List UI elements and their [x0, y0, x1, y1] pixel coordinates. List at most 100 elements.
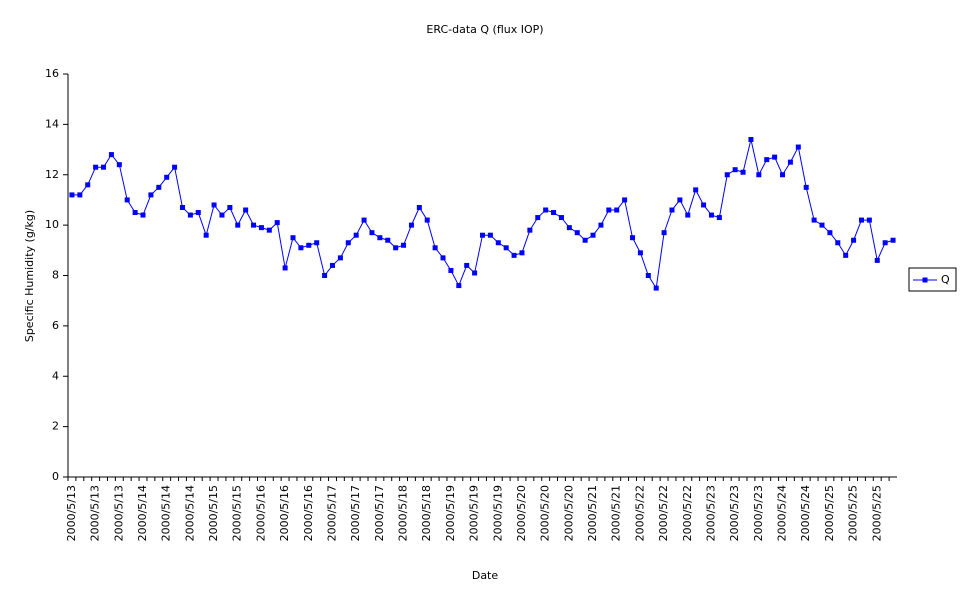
point: [258, 225, 264, 231]
point: [448, 267, 454, 273]
point: [772, 154, 778, 160]
y-tick-label: 12: [45, 168, 59, 181]
point: [274, 220, 280, 226]
point: [140, 212, 146, 218]
point: [393, 245, 399, 251]
point: [164, 174, 170, 180]
point: [732, 167, 738, 173]
point: [251, 222, 257, 228]
point: [551, 210, 557, 216]
point: [329, 262, 335, 268]
y-tick-label: 4: [52, 369, 59, 382]
x-tick-label: 2000/5/18: [420, 485, 433, 541]
point: [385, 237, 391, 243]
point: [701, 202, 707, 208]
x-tick-label: 2000/5/16: [278, 485, 291, 541]
x-tick-label: 2000/5/15: [207, 485, 220, 541]
x-tick-label: 2000/5/24: [799, 485, 812, 541]
point: [464, 262, 470, 268]
x-tick-label: 2000/5/16: [254, 485, 267, 541]
point: [858, 217, 864, 223]
point: [811, 217, 817, 223]
point: [677, 197, 683, 203]
point: [511, 252, 517, 258]
point: [819, 222, 825, 228]
point: [156, 184, 162, 190]
x-tick-label: 2000/5/22: [681, 485, 694, 541]
point: [764, 157, 770, 163]
point: [361, 217, 367, 223]
x-tick-label: 2000/5/22: [657, 485, 670, 541]
point: [69, 192, 75, 198]
point: [487, 232, 493, 238]
x-tick-label: 2000/5/19: [468, 485, 481, 541]
point: [266, 227, 272, 233]
point: [803, 184, 809, 190]
point: [795, 144, 801, 150]
point: [353, 232, 359, 238]
point: [424, 217, 430, 223]
x-tick-label: 2000/5/22: [633, 485, 646, 541]
point: [495, 240, 501, 246]
x-tick-label: 2000/5/19: [444, 485, 457, 541]
point: [77, 192, 83, 198]
point: [851, 237, 857, 243]
point: [740, 169, 746, 175]
y-tick-label: 0: [52, 470, 59, 483]
point: [124, 197, 130, 203]
point: [519, 250, 525, 256]
point: [290, 235, 296, 241]
point: [543, 207, 549, 213]
point: [314, 240, 320, 246]
point: [243, 207, 249, 213]
point: [622, 197, 628, 203]
point: [306, 242, 312, 248]
point: [661, 230, 667, 236]
point: [558, 215, 564, 221]
point: [480, 232, 485, 238]
y-tick-label: 8: [52, 269, 59, 282]
legend-label: Q: [941, 273, 950, 286]
y-tick-label: 6: [52, 319, 59, 332]
point: [235, 222, 241, 228]
point: [503, 245, 509, 251]
y-tick-label: 2: [52, 420, 59, 433]
point: [637, 250, 643, 256]
point: [195, 210, 201, 216]
point: [93, 164, 99, 170]
y-tick-label: 10: [45, 218, 59, 231]
point: [345, 240, 351, 246]
x-tick-label: 2000/5/25: [870, 485, 883, 541]
point: [756, 172, 762, 178]
point: [337, 255, 343, 261]
series-line: [71, 139, 894, 290]
point: [890, 237, 896, 243]
y-tick-label: 14: [45, 117, 59, 130]
point: [172, 164, 178, 170]
x-tick-label: 2000/5/20: [539, 485, 552, 541]
point: [574, 230, 580, 236]
point: [187, 212, 193, 218]
point: [211, 202, 217, 208]
point: [843, 252, 849, 258]
y-tick-label: 16: [45, 67, 59, 80]
x-tick-label: 2000/5/14: [136, 485, 149, 541]
point: [708, 212, 714, 218]
point: [179, 204, 185, 210]
point: [693, 187, 699, 193]
x-tick-label: 2000/5/25: [847, 485, 860, 541]
point: [614, 207, 620, 213]
point: [298, 245, 304, 251]
legend-marker: [922, 277, 928, 283]
x-tick-label: 2000/5/13: [89, 485, 102, 541]
point: [116, 162, 122, 168]
y-axis-label: Specific Humidity (g/kg): [23, 210, 36, 342]
point: [440, 255, 446, 261]
x-tick-label: 2000/5/20: [515, 485, 528, 541]
x-tick-label: 2000/5/13: [65, 485, 78, 541]
x-tick-label: 2000/5/15: [231, 485, 244, 541]
x-tick-label: 2000/5/25: [823, 485, 836, 541]
point: [653, 285, 659, 291]
point: [203, 232, 209, 238]
